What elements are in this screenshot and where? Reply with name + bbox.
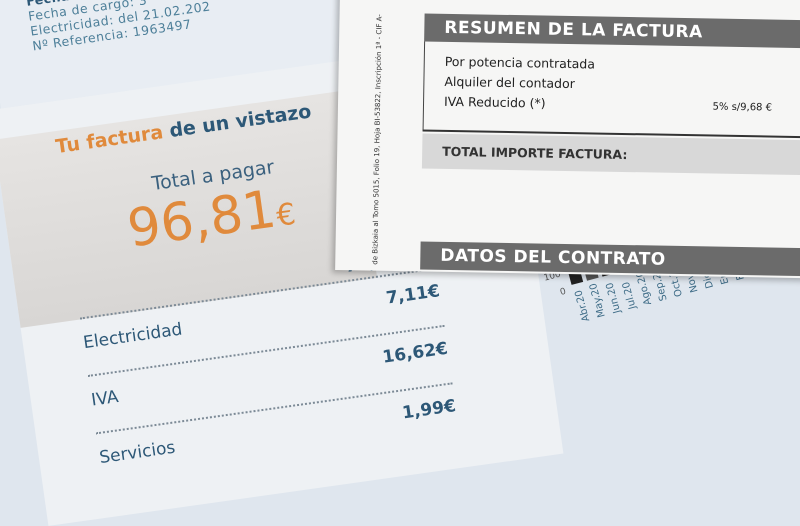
row-value: 16,62€ xyxy=(381,338,450,368)
summary-item: IVA Reducido (*) xyxy=(443,93,546,111)
y-tick: 0 xyxy=(559,286,568,298)
invoice-document: de Bizkaia al Tomo 5015, Folio 19, Hoja … xyxy=(335,0,800,279)
summary-item: Por potencia contratada xyxy=(444,53,596,72)
row-label: Electricidad xyxy=(81,319,184,354)
summary-box: Por potencia contratada Alquiler del con… xyxy=(422,41,800,139)
row-label: Servicios xyxy=(98,437,177,469)
row-value: 7,11€ xyxy=(384,281,441,309)
row-label: IVA xyxy=(90,387,120,411)
summary-item: Alquiler del contador xyxy=(444,73,575,92)
total-importe: TOTAL IMPORTE FACTURA: xyxy=(421,133,800,176)
iva-amount: 5% s/9,68 € xyxy=(712,101,773,114)
row-value: 1,99€ xyxy=(401,396,458,424)
registry-text: de Bizkaia al Tomo 5015, Folio 19, Hoja … xyxy=(371,14,384,265)
contract-header: DATOS DEL CONTRATO xyxy=(420,241,800,277)
